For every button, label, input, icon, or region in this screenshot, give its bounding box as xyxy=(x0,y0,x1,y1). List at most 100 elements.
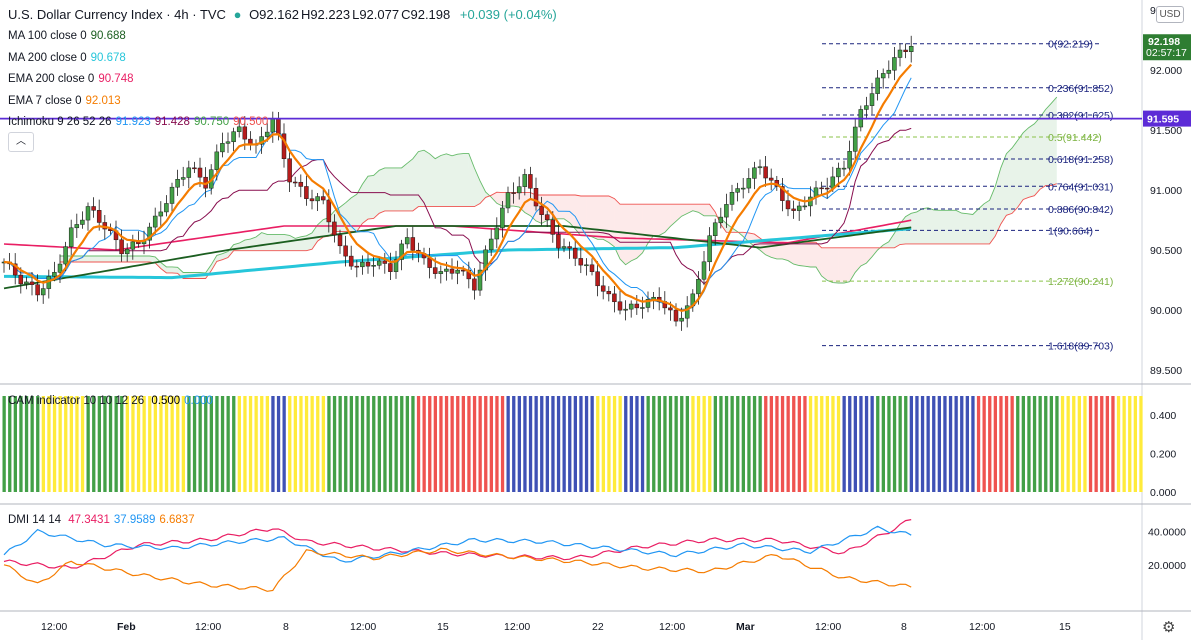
candle-body xyxy=(348,255,354,267)
indicator-value: 90.750 xyxy=(193,116,230,128)
cam-bar xyxy=(461,396,465,492)
candle xyxy=(847,140,852,176)
cloud-segment xyxy=(972,208,979,244)
candle-body xyxy=(472,278,477,291)
indicator-legend-3[interactable]: EMA 7 close 0 92.013 xyxy=(8,94,125,108)
cloud-segment xyxy=(116,256,122,262)
candle xyxy=(281,123,287,168)
cam-bar xyxy=(724,396,729,492)
candle-body xyxy=(836,167,841,178)
di-minus-line xyxy=(3,525,912,563)
candle-body xyxy=(80,219,85,225)
candle xyxy=(472,268,477,300)
candle xyxy=(712,218,718,246)
cam-bar xyxy=(1077,396,1081,492)
indicator-value: 0.000 xyxy=(184,395,213,407)
cloud-segment xyxy=(1006,148,1012,216)
candle xyxy=(556,223,561,259)
cam-bar xyxy=(657,396,661,492)
dmi-label: DMI 14 14 xyxy=(8,514,62,526)
cam-bar xyxy=(786,396,790,492)
kijun-line xyxy=(3,127,912,285)
candle xyxy=(40,282,46,304)
candle-body xyxy=(96,210,102,223)
cam-bar xyxy=(680,396,684,492)
cam-bar xyxy=(920,396,925,492)
candle-body xyxy=(410,237,416,251)
candle-body xyxy=(578,258,584,266)
cam-bar xyxy=(355,396,359,492)
cloud-segment xyxy=(345,197,352,232)
cloud-segment xyxy=(552,195,559,219)
candle xyxy=(578,247,584,274)
cam-bar xyxy=(685,396,689,492)
ma200-line xyxy=(4,227,912,280)
fib-label: 1.272(90.241) xyxy=(1048,276,1113,288)
cloud-segment xyxy=(793,242,800,266)
cloud-segment xyxy=(1045,103,1052,186)
candle-body xyxy=(875,77,880,94)
cloud-segment xyxy=(580,195,587,236)
candle xyxy=(880,68,886,89)
cloud-segment xyxy=(564,195,570,223)
time-tick-label: Feb xyxy=(117,621,136,633)
candle-body xyxy=(124,248,130,255)
cam-bar xyxy=(1083,396,1087,492)
cam-bar xyxy=(478,396,482,492)
candle-body xyxy=(130,241,136,250)
candle-body xyxy=(852,126,858,152)
cloud-segment xyxy=(743,232,749,242)
candle-body xyxy=(264,131,270,137)
candle-body xyxy=(561,246,567,249)
cloud-segment xyxy=(244,239,251,251)
candle-body xyxy=(399,243,404,260)
cam-bar xyxy=(792,396,796,492)
cam-bar xyxy=(344,396,348,492)
cam-bar xyxy=(92,396,96,492)
cloud-segment xyxy=(709,204,716,216)
indicator-legend-0[interactable]: MA 100 close 0 90.688 xyxy=(8,29,130,43)
last-price-label: 92.198 xyxy=(1148,36,1180,48)
candle-body xyxy=(343,245,348,257)
ohlc-values: O92.162 H92.223 L92.077 C92.198 xyxy=(249,7,452,22)
candle xyxy=(85,202,91,231)
cloud-segment xyxy=(412,151,419,211)
cam-bar xyxy=(108,396,113,492)
cloud-segment xyxy=(104,256,111,262)
time-tick-label: 12:00 xyxy=(195,621,221,633)
candle-body xyxy=(197,167,203,178)
cloud-segment xyxy=(664,204,671,233)
cloud-segment xyxy=(681,204,688,217)
gear-icon[interactable]: ⚙ xyxy=(1162,619,1176,636)
cloud-segment xyxy=(956,210,962,244)
cam-bar xyxy=(41,396,45,492)
cam-bar xyxy=(1004,396,1009,492)
cam-bar xyxy=(708,396,712,492)
candle-body xyxy=(309,198,315,202)
candle-body xyxy=(298,181,304,187)
cam-bar xyxy=(456,396,460,492)
cam-bar xyxy=(271,396,275,492)
candle xyxy=(701,251,707,286)
candle-body xyxy=(735,188,740,193)
candle xyxy=(684,296,690,328)
candle xyxy=(410,226,416,261)
collapse-legend-button[interactable]: ︿ xyxy=(8,132,34,152)
cam-bar xyxy=(876,396,880,492)
cloud-segment xyxy=(631,204,637,261)
cloud-segment xyxy=(379,167,385,214)
candle-body xyxy=(29,281,35,285)
indicator-legend-4[interactable]: Ichimoku 9 26 52 26 91.923 91.428 90.750 90.… xyxy=(8,115,272,129)
time-tick-label: 12:00 xyxy=(504,621,530,633)
candle xyxy=(360,255,365,275)
cam-bar xyxy=(159,396,163,492)
candle xyxy=(438,265,444,284)
currency-button[interactable]: USD xyxy=(1156,6,1184,23)
indicator-legend-1[interactable]: MA 200 close 0 90.678 xyxy=(8,51,130,65)
indicator-legend-2[interactable]: EMA 200 close 0 90.748 xyxy=(8,72,138,86)
candle-body xyxy=(231,131,236,143)
cloud-segment xyxy=(440,153,447,207)
candle-body xyxy=(612,293,617,303)
